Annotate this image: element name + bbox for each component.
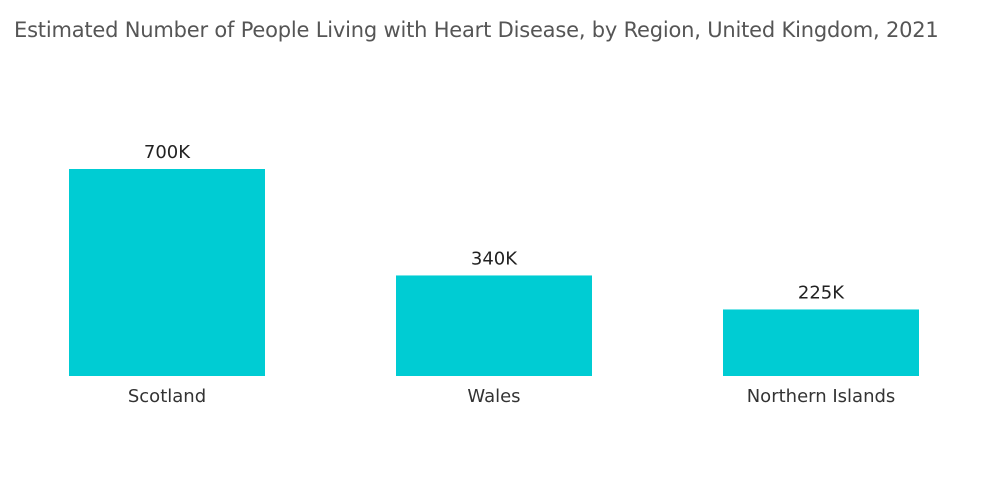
value-label-scotland: 700K — [144, 142, 191, 163]
bar-wales — [396, 275, 592, 376]
labels-layer: 700K Scotland 340K Wales 225K Northern Island… — [128, 142, 895, 407]
value-label-wales: 340K — [471, 248, 518, 269]
bar-scotland — [69, 169, 265, 376]
category-label-wales: Wales — [467, 386, 520, 407]
category-label-scotland: Scotland — [128, 386, 206, 407]
value-label-northern-islands: 225K — [798, 282, 845, 303]
bar-northern-islands — [723, 309, 919, 376]
category-label-northern-islands: Northern Islands — [747, 386, 896, 407]
bars-layer — [69, 169, 919, 376]
chart-title: Estimated Number of People Living with H… — [14, 18, 939, 42]
